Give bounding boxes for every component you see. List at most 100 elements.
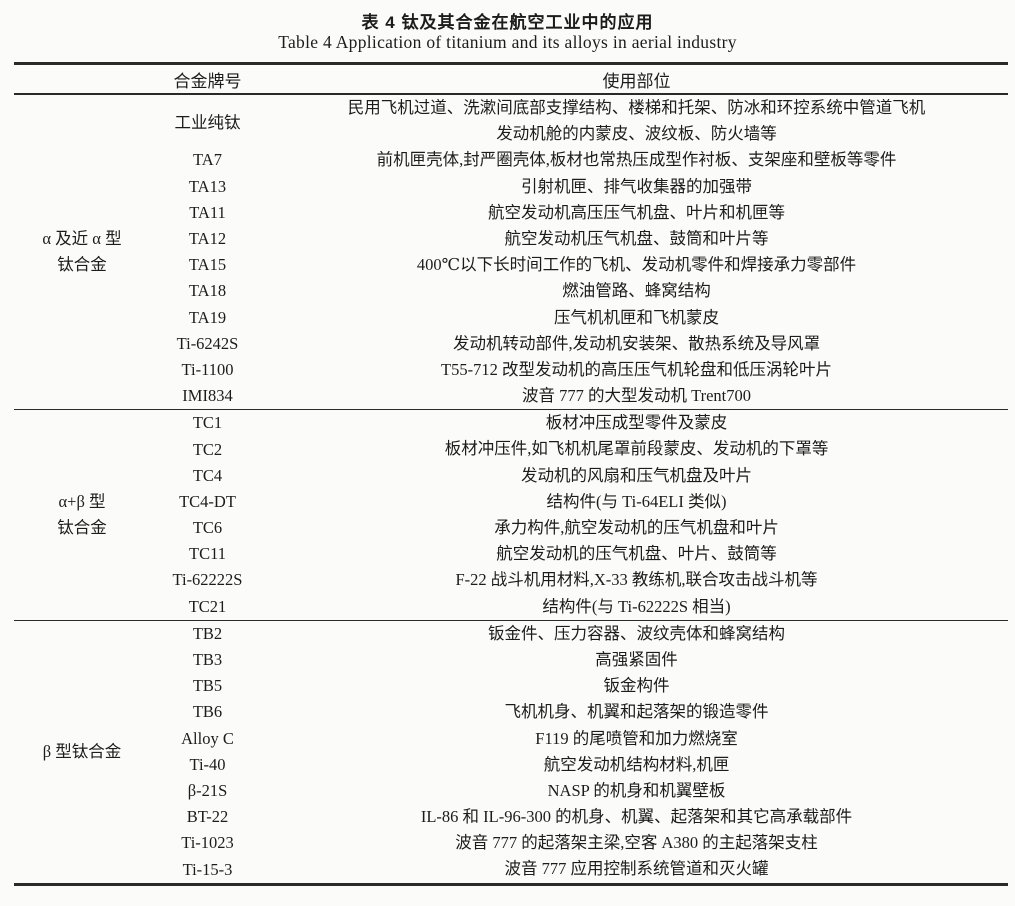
section-rows: TC1 板材冲压成型零件及蒙皮 TC2 板材冲压件,如飞机机尾罩前段蒙皮、发动机的下罩…: [150, 410, 1008, 620]
usage-text-line: 波音 777 的大型发动机 Trent700: [521, 386, 752, 406]
usage-text-line: 钣金构件: [603, 676, 670, 696]
alloy-grade-cell: Alloy C: [181, 728, 234, 748]
usage-cell: 结构件(与 Ti-62222S 相当): [265, 594, 1008, 620]
table-row: TA13 引射机匣、排气收集器的加强带: [150, 174, 1008, 200]
usage-text-line: F119 的尾喷管和加力燃烧室: [535, 728, 738, 748]
table-row: Alloy C F119 的尾喷管和加力燃烧室: [150, 726, 1008, 752]
usage-text-line: 发动机转动部件,发动机安装架、散热系统及导风罩: [452, 333, 821, 353]
alloy-grade-cell: TC21: [188, 596, 227, 616]
table-row: TC6 承力构件,航空发动机的压气机盘和叶片: [150, 515, 1008, 541]
usage-cell: 航空发动机压气机盘、鼓筒和叶片等: [265, 226, 1008, 252]
alloy-grade-cell: Ti-6242S: [176, 333, 239, 353]
table-row: TA7 前机匣壳体,封严圈壳体,板材也常热压成型作衬板、支架座和壁板等零件: [150, 147, 1008, 173]
usage-text-line: F-22 战斗机用材料,X-33 教练机,联合攻击战斗机等: [455, 570, 818, 590]
table-row: TB2 钣金件、压力容器、波纹壳体和蜂窝结构: [150, 621, 1008, 647]
usage-text-line: 发动机舱的内蒙皮、波纹板、防火墙等: [496, 124, 777, 144]
usage-text-line: 钣金件、压力容器、波纹壳体和蜂窝结构: [488, 623, 785, 643]
usage-text-line: 板材冲压件,如飞机机尾罩前段蒙皮、发动机的下罩等: [444, 439, 829, 459]
section-rows: TB2 钣金件、压力容器、波纹壳体和蜂窝结构 TB3 高强紧固件 TB5 钣金构件 TB6 飞…: [150, 621, 1008, 883]
usage-cell: 航空发动机的压气机盘、叶片、鼓筒等: [265, 541, 1008, 567]
alloy-grade-cell: TA12: [188, 229, 227, 249]
usage-text-line: NASP 的机身和机翼壁板: [547, 780, 726, 800]
alloy-grade-cell: TB3: [192, 650, 223, 670]
usage-cell: 高强紧固件: [265, 647, 1008, 673]
table-row: β-21S NASP 的机身和机翼壁板: [150, 778, 1008, 804]
usage-cell: 钣金件、压力容器、波纹壳体和蜂窝结构: [265, 621, 1008, 647]
usage-cell: 燃油管路、蜂窝结构: [265, 278, 1008, 304]
alloy-grade-cell: BT-22: [186, 807, 229, 827]
usage-text-line: 民用飞机过道、洗漱间底部支撑结构、楼梯和托架、防冰和环控系统中管道飞机: [347, 98, 926, 117]
alloy-grade-cell: TA18: [188, 281, 227, 301]
table-row: TA12 航空发动机压气机盘、鼓筒和叶片等: [150, 226, 1008, 252]
usage-cell: T55-712 改型发动机的高压压气机轮盘和低压涡轮叶片: [265, 357, 1008, 383]
alloy-grade-cell: TA15: [188, 255, 227, 275]
alloy-grade-cell: β-21S: [187, 780, 228, 800]
usage-text-line: 波音 777 的起落架主梁,空客 A380 的主起落架支柱: [455, 833, 818, 853]
table-header-row: 合金牌号 使用部位: [14, 65, 1008, 95]
alloy-grade-cell: TB6: [192, 702, 223, 722]
alloy-grade-cell: Ti-62222S: [172, 570, 243, 590]
table-row: TC1 板材冲压成型零件及蒙皮: [150, 410, 1008, 436]
table-row: TB3 高强紧固件: [150, 647, 1008, 673]
alloy-group-label-line: α+β 型: [58, 491, 106, 511]
table-title-english: Table 4 Application of titanium and its …: [278, 32, 737, 52]
usage-cell: 航空发动机高压压气机盘、叶片和机匣等: [265, 200, 1008, 226]
alloy-grade-cell: TA11: [189, 202, 226, 222]
alloy-grade-cell: TC4: [192, 465, 223, 485]
table-row: TB6 飞机机身、机翼和起落架的锻造零件: [150, 699, 1008, 725]
titanium-application-table: 合金牌号 使用部位 α 及近 α 型钛合金 工业纯钛 民用飞机过道、洗漱间底部支撑结…: [14, 62, 1008, 886]
usage-cell: 400℃以下长时间工作的飞机、发动机零件和焊接承力零部件: [265, 252, 1008, 278]
table-row: Ti-62222S F-22 战斗机用材料,X-33 教练机,联合攻击战斗机等: [150, 567, 1008, 593]
alloy-grade-cell: Ti-15-3: [182, 859, 233, 879]
usage-text-line: IL-86 和 IL-96-300 的机身、机翼、起落架和其它高承载部件: [420, 807, 853, 827]
alloy-group-label-line: β 型钛合金: [42, 741, 122, 761]
alloy-grade-cell: TB5: [192, 676, 223, 696]
usage-cell: 航空发动机结构材料,机匣: [265, 752, 1008, 778]
alloy-grade-cell: Ti-1023: [181, 833, 234, 853]
alloy-grade-cell: TC2: [192, 439, 223, 459]
alloy-grade-cell: TA19: [188, 307, 227, 327]
usage-cell: 发动机的风扇和压气机盘及叶片: [265, 463, 1008, 489]
table-row: TA15 400℃以下长时间工作的飞机、发动机零件和焊接承力零部件: [150, 252, 1008, 278]
table-row: TC11 航空发动机的压气机盘、叶片、鼓筒等: [150, 541, 1008, 567]
usage-cell: 波音 777 的大型发动机 Trent700: [265, 383, 1008, 409]
table-row: Ti-1023 波音 777 的起落架主梁,空客 A380 的主起落架支柱: [150, 830, 1008, 856]
usage-text-line: 航空发动机的压气机盘、叶片、鼓筒等: [496, 544, 777, 564]
alloy-grade-cell: TC1: [192, 413, 223, 433]
usage-cell: 发动机转动部件,发动机安装架、散热系统及导风罩: [265, 331, 1008, 357]
usage-text-line: 波音 777 应用控制系统管道和灭火罐: [504, 859, 769, 879]
usage-cell: 钣金构件: [265, 673, 1008, 699]
usage-cell: 民用飞机过道、洗漱间底部支撑结构、楼梯和托架、防冰和环控系统中管道飞机 发动机舱的…: [265, 95, 1008, 147]
alloy-grade-cell: IMI834: [182, 386, 233, 406]
usage-cell: 波音 777 的起落架主梁,空客 A380 的主起落架支柱: [265, 830, 1008, 856]
alloy-group-label-cell: α 及近 α 型钛合金: [14, 95, 150, 409]
usage-cell: 结构件(与 Ti-64ELI 类似): [265, 489, 1008, 515]
alloy-group-label-line: 钛合金: [57, 518, 107, 537]
column-header-alloy-grade: 合金牌号: [173, 71, 242, 91]
alloy-grade-cell: TA13: [188, 176, 227, 196]
usage-text-line: T55-712 改型发动机的高压压气机轮盘和低压涡轮叶片: [441, 359, 832, 379]
alloy-group-label-cell: β 型钛合金: [14, 621, 150, 883]
usage-cell: 承力构件,航空发动机的压气机盘和叶片: [265, 515, 1008, 541]
table-title-chinese: 表 4 钛及其合金在航空工业中的应用: [361, 13, 654, 32]
usage-cell: NASP 的机身和机翼壁板: [265, 778, 1008, 804]
table-row: TA11 航空发动机高压压气机盘、叶片和机匣等: [150, 200, 1008, 226]
usage-text-line: 燃油管路、蜂窝结构: [562, 281, 711, 301]
usage-text-line: 板材冲压成型零件及蒙皮: [545, 413, 728, 433]
usage-text-line: 航空发动机高压压气机盘、叶片和机匣等: [488, 202, 785, 222]
column-header-usage: 使用部位: [602, 71, 671, 91]
usage-text-line: 航空发动机压气机盘、鼓筒和叶片等: [504, 228, 769, 248]
usage-text-line: 承力构件,航空发动机的压气机盘和叶片: [494, 518, 779, 537]
usage-text-line: 发动机的风扇和压气机盘及叶片: [521, 465, 752, 485]
usage-cell: 引射机匣、排气收集器的加强带: [265, 174, 1008, 200]
table-row: Ti-40 航空发动机结构材料,机匣: [150, 752, 1008, 778]
table-row: TC2 板材冲压件,如飞机机尾罩前段蒙皮、发动机的下罩等: [150, 436, 1008, 462]
alloy-grade-cell: Ti-1100: [181, 359, 234, 379]
table-body: α 及近 α 型钛合金 工业纯钛 民用飞机过道、洗漱间底部支撑结构、楼梯和托架、防冰…: [14, 95, 1008, 883]
usage-text-line: 引射机匣、排气收集器的加强带: [521, 176, 752, 196]
usage-text-line: 飞机机身、机翼和起落架的锻造零件: [504, 702, 769, 722]
table-row: TA19 压气机机匣和飞机蒙皮: [150, 305, 1008, 331]
alloy-grade-cell: TA7: [193, 150, 222, 170]
usage-text-line: 结构件(与 Ti-62222S 相当): [542, 596, 731, 616]
